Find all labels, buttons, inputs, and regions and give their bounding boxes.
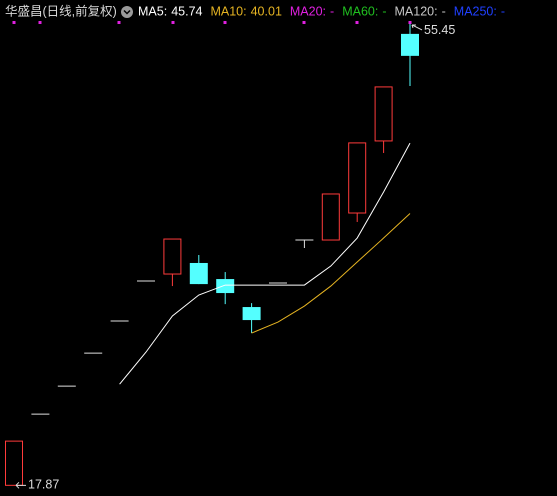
legend-name: MA60: — [342, 4, 378, 18]
legend-value: - — [501, 4, 505, 18]
legend-name: MA20: — [290, 4, 326, 18]
legend-value: 40.01 — [251, 4, 282, 18]
candle-body — [189, 262, 208, 285]
candle-body — [374, 86, 393, 142]
legend-name: MA250: — [454, 4, 497, 18]
annotation-arrow — [411, 24, 423, 31]
marker-dot — [171, 21, 175, 24]
legend-name: MA120: — [395, 4, 438, 18]
candle-body — [163, 238, 182, 275]
candle-body — [216, 279, 235, 294]
settings-icon[interactable] — [121, 6, 133, 18]
marker-dot — [12, 21, 16, 24]
marker-dot — [223, 21, 227, 24]
legend-value: - — [330, 4, 334, 18]
marker-dot — [117, 21, 121, 24]
candle-body — [401, 33, 419, 56]
candle-body — [242, 307, 261, 321]
legend-name: MA5: — [138, 4, 167, 18]
candle-body — [348, 142, 367, 214]
annotation-label: 55.45 — [424, 23, 455, 37]
ma-line — [119, 142, 411, 385]
candle-body — [5, 440, 23, 486]
marker-dot — [302, 21, 306, 24]
marker-dot — [355, 21, 359, 24]
annotation-label: 17.87 — [28, 478, 59, 492]
ma-line — [251, 213, 411, 334]
marker-dot — [408, 21, 412, 24]
legend-value: 45.74 — [171, 4, 202, 18]
marker-dot — [38, 21, 42, 24]
legend-value: - — [382, 4, 386, 18]
candle-body — [321, 193, 340, 241]
legend-value: - — [442, 4, 446, 18]
annotation-arrow — [15, 481, 26, 489]
legend-name: MA10: — [210, 4, 246, 18]
chart-title: 华盛昌(日线,前复权) — [5, 3, 117, 18]
